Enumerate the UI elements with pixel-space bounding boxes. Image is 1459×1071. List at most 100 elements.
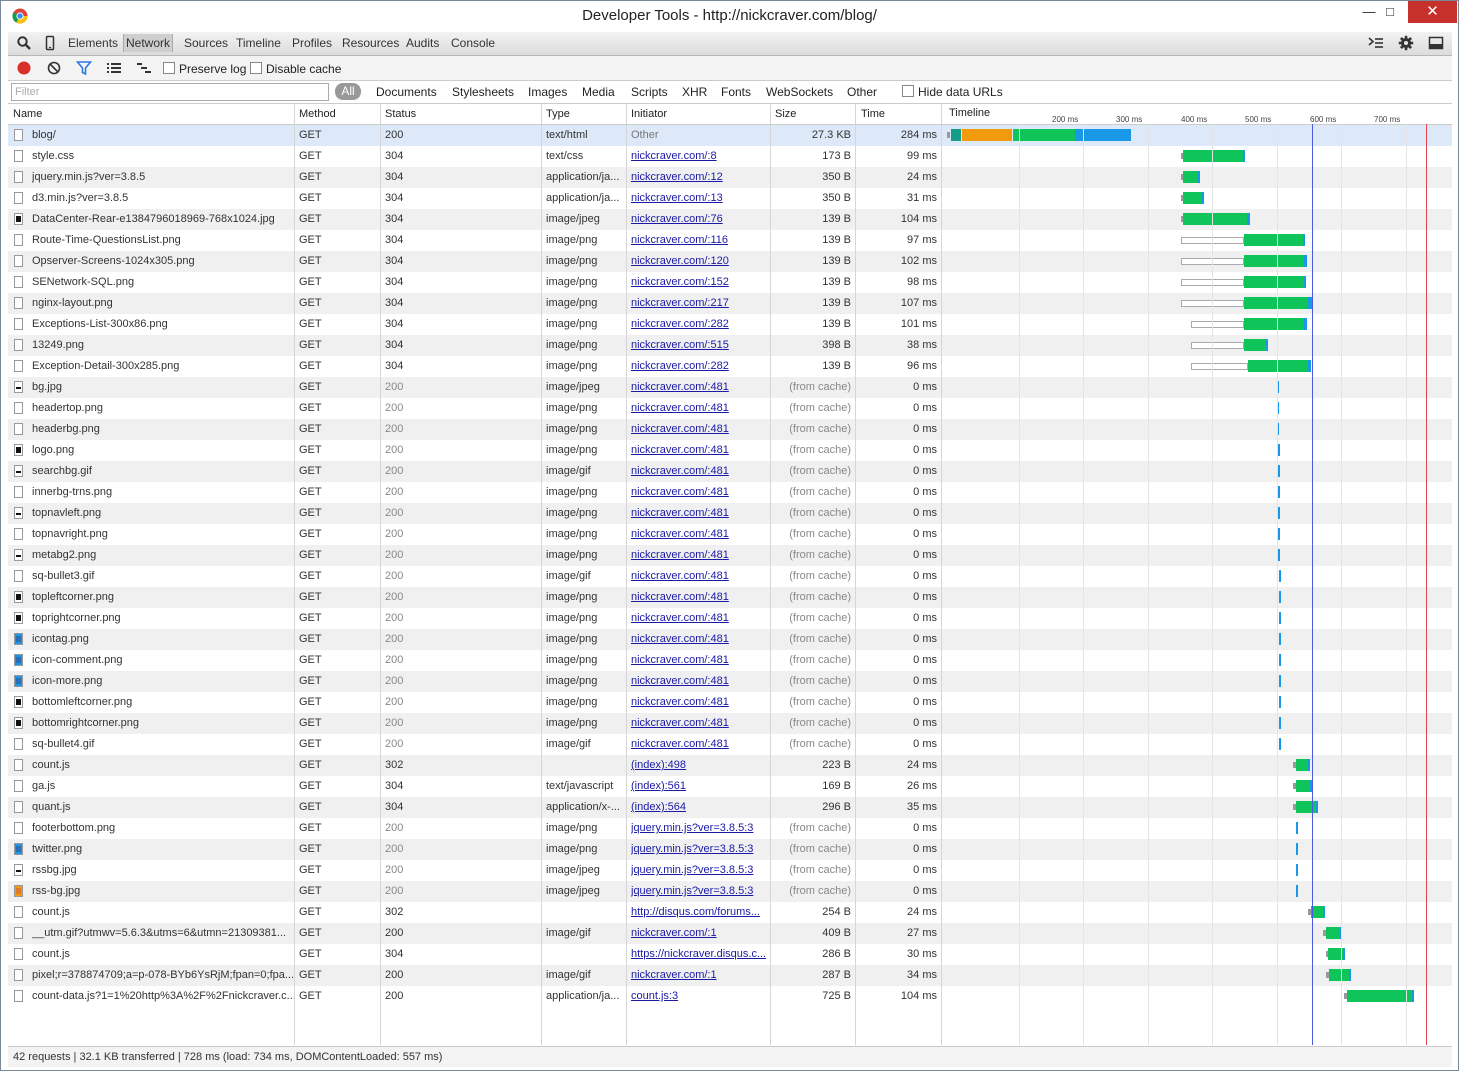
request-initiator[interactable]: jquery.min.js?ver=3.8.5:3 [631, 885, 754, 897]
checkbox-box[interactable] [163, 62, 175, 74]
request-initiator[interactable]: nickcraver.com/:481 [631, 507, 729, 519]
table-row[interactable]: topleftcorner.png GET 200 image/png nickcrav… [8, 587, 1452, 608]
checkbox-box[interactable] [902, 85, 914, 97]
table-row[interactable]: logo.png GET 200 image/png nickcraver.com/:4… [8, 440, 1452, 461]
request-initiator[interactable]: nickcraver.com/:481 [631, 402, 729, 414]
filter-funnel-icon[interactable] [76, 60, 92, 76]
search-icon[interactable] [16, 35, 32, 51]
request-initiator[interactable]: jquery.min.js?ver=3.8.5:3 [631, 864, 754, 876]
filter-other[interactable]: Other [847, 85, 878, 99]
request-initiator[interactable]: (index):564 [631, 801, 687, 813]
clear-icon[interactable] [46, 60, 62, 76]
request-initiator[interactable]: nickcraver.com/:515 [631, 339, 729, 351]
column-header-time[interactable]: Time [861, 108, 886, 120]
settings-gear-icon[interactable] [1398, 35, 1414, 51]
device-mode-icon[interactable] [42, 35, 58, 51]
column-divider[interactable] [626, 104, 627, 1045]
request-initiator[interactable]: nickcraver.com/:481 [631, 381, 729, 393]
request-initiator[interactable]: (index):561 [631, 780, 687, 792]
request-initiator[interactable]: nickcraver.com/:12 [631, 171, 723, 183]
request-initiator[interactable]: nickcraver.com/:152 [631, 276, 729, 288]
request-initiator[interactable]: nickcraver.com/:282 [631, 318, 729, 330]
tab-console[interactable]: Console [451, 36, 496, 50]
table-row[interactable]: headerbg.png GET 200 image/png nickcraver.co… [8, 419, 1452, 440]
request-initiator[interactable]: nickcraver.com/:481 [631, 654, 729, 666]
column-divider[interactable] [294, 104, 295, 1045]
table-row[interactable]: rss-bg.jpg GET 200 image/jpeg jquery.min.js?… [8, 881, 1452, 902]
table-row[interactable]: 13249.png GET 304 image/png nickcraver.com/:… [8, 335, 1452, 356]
column-header-timeline[interactable]: Timeline [949, 107, 991, 119]
filter-fonts[interactable]: Fonts [721, 85, 752, 99]
dock-side-icon[interactable] [1428, 35, 1444, 51]
table-row[interactable]: innerbg-trns.png GET 200 image/png nickcrave… [8, 482, 1452, 503]
hide-data-urls-checkbox[interactable]: Hide data URLs [902, 85, 1003, 99]
filter-all-button[interactable]: All [335, 83, 361, 100]
request-initiator[interactable]: http://disqus.com/forums... [631, 906, 760, 918]
request-initiator[interactable]: nickcraver.com/:481 [631, 633, 729, 645]
table-row[interactable]: blog/GET 200 text/html Other 27.3 KB 284 ms [8, 125, 1452, 146]
request-initiator[interactable]: nickcraver.com/:481 [631, 612, 729, 624]
table-row[interactable]: __utm.gif?utmwv=5.6.3&utms=6&utmn=213093… [8, 923, 1452, 944]
table-row[interactable]: bg.jpg GET 200 image/jpeg nickcraver.com/:48… [8, 377, 1452, 398]
column-header-name[interactable]: Name [13, 108, 43, 120]
table-row[interactable]: sq-bullet4.gif GET 200 image/gif nickcraver.… [8, 734, 1452, 755]
request-initiator[interactable]: nickcraver.com/:481 [631, 570, 729, 582]
table-row[interactable]: twitter.png GET 200 image/png jquery.min.js?… [8, 839, 1452, 860]
tab-timeline[interactable]: Timeline [236, 36, 281, 50]
large-rows-icon[interactable] [106, 60, 122, 76]
table-row[interactable]: quant.js GET 304 application/x-... (index):5… [8, 797, 1452, 818]
filter-images[interactable]: Images [528, 85, 568, 99]
request-initiator[interactable]: nickcraver.com/:481 [631, 696, 729, 708]
tab-audits[interactable]: Audits [406, 36, 440, 50]
table-row[interactable]: style.css GET 304 text/css nickcraver.com/:8… [8, 146, 1452, 167]
request-initiator[interactable]: nickcraver.com/:481 [631, 591, 729, 603]
table-row[interactable]: searchbg.gif GET 200 image/gif nickcraver.co… [8, 461, 1452, 482]
column-divider[interactable] [380, 104, 381, 1045]
table-row[interactable]: count.js GET 302 (index):498 223 B 24 ms [8, 755, 1452, 776]
table-row[interactable]: topnavright.png GET 200 image/png nickcraver… [8, 524, 1452, 545]
request-initiator[interactable]: nickcraver.com/:481 [631, 528, 729, 540]
table-row[interactable]: count.js GET 304 https://nickcraver.disqus.… [8, 944, 1452, 965]
table-row[interactable]: count.js GET 302 http://disqus.com/forums..… [8, 902, 1452, 923]
table-row[interactable]: Route-Time-QuestionsList.png GET 304 image/… [8, 230, 1452, 251]
filter-documents[interactable]: Documents [376, 85, 437, 99]
table-row[interactable]: bottomleftcorner.png GET 200 image/png nickc… [8, 692, 1452, 713]
table-row[interactable]: d3.min.js?ver=3.8.5 GET 304 application/ja.… [8, 188, 1452, 209]
request-initiator[interactable]: jquery.min.js?ver=3.8.5:3 [631, 822, 754, 834]
table-row[interactable]: count-data.js?1=1%20http%3A%2F%2Fnickcra… [8, 986, 1452, 1007]
table-row[interactable]: topnavleft.png GET 200 image/png nickcraver.… [8, 503, 1452, 524]
filter-websockets[interactable]: WebSockets [766, 85, 834, 99]
tab-elements[interactable]: Elements [68, 36, 119, 50]
table-row[interactable]: icon-more.png GET 200 image/png nickcraver.c… [8, 671, 1452, 692]
request-initiator[interactable]: nickcraver.com/:120 [631, 255, 729, 267]
column-divider[interactable] [770, 104, 771, 1045]
table-row[interactable]: nginx-layout.png GET 304 image/png nickcrave… [8, 293, 1452, 314]
request-initiator[interactable]: nickcraver.com/:13 [631, 192, 723, 204]
request-initiator[interactable]: nickcraver.com/:1 [631, 927, 717, 939]
table-row[interactable]: Exceptions-List-300x86.png GET 304 image/pn… [8, 314, 1452, 335]
request-initiator[interactable]: nickcraver.com/:481 [631, 444, 729, 456]
tab-network[interactable]: Network [123, 34, 174, 52]
table-row[interactable]: jquery.min.js?ver=3.8.5 GET 304 application… [8, 167, 1452, 188]
column-header-type[interactable]: Type [546, 108, 570, 120]
table-row[interactable]: Opserver-Screens-1024x305.png GET 304 image… [8, 251, 1452, 272]
show-drawer-icon[interactable] [1368, 35, 1384, 51]
table-row[interactable]: sq-bullet3.gif GET 200 image/gif nickcraver.… [8, 566, 1452, 587]
filter-stylesheets[interactable]: Stylesheets [452, 85, 515, 99]
table-row[interactable]: icontag.png GET 200 image/png nickcraver.com… [8, 629, 1452, 650]
column-header-status[interactable]: Status [385, 108, 417, 120]
table-row[interactable]: footerbottom.png GET 200 image/png jquery.mi… [8, 818, 1452, 839]
request-initiator[interactable]: nickcraver.com/:282 [631, 360, 729, 372]
table-row[interactable]: rssbg.jpg GET 200 image/jpeg jquery.min.js?v… [8, 860, 1452, 881]
column-header-initiator[interactable]: Initiator [631, 108, 668, 120]
request-initiator[interactable]: nickcraver.com/:76 [631, 213, 723, 225]
request-initiator[interactable]: nickcraver.com/:481 [631, 486, 729, 498]
table-row[interactable]: DataCenter-Rear-e1384796018969-768x1024.… [8, 209, 1452, 230]
column-divider[interactable] [541, 104, 542, 1045]
minimize-button[interactable]: — [1362, 4, 1376, 19]
filter-input[interactable] [11, 83, 329, 101]
filter-scripts[interactable]: Scripts [631, 85, 668, 99]
overview-waterfall-icon[interactable] [136, 60, 152, 76]
table-row[interactable]: pixel;r=378874709;a=p-078-BYb6YsRjM;fpan… [8, 965, 1452, 986]
request-initiator[interactable]: jquery.min.js?ver=3.8.5:3 [631, 843, 754, 855]
